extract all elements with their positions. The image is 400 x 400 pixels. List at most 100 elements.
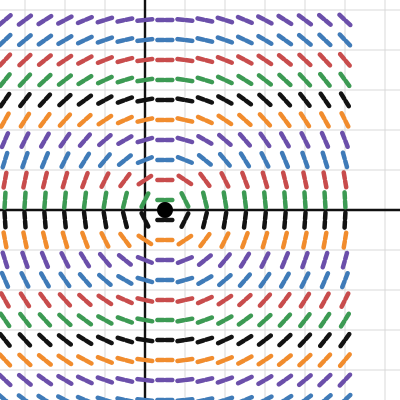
slope-segment [340, 150, 350, 170]
slope-segment [75, 374, 95, 386]
slope-segment [258, 131, 272, 149]
slope-segment [179, 210, 191, 230]
slope-segment [238, 151, 252, 169]
slope-segment [59, 250, 71, 270]
slope-segment [276, 13, 294, 27]
slope-segment [317, 352, 333, 368]
slope-segment [75, 394, 91, 400]
slope-segment [135, 296, 155, 304]
slope-segment [322, 210, 328, 230]
slope-segment [301, 393, 314, 400]
slope-segment [217, 395, 235, 400]
slope-segment [278, 271, 292, 289]
slope-segment [237, 112, 253, 128]
slope-segment [298, 291, 312, 309]
slope-segment [115, 95, 135, 105]
slope-segment [0, 71, 13, 89]
slope-segment [95, 334, 115, 346]
slope-segment [80, 230, 90, 250]
slope-segment [39, 150, 51, 170]
slope-segment [175, 16, 195, 24]
slope-segment [175, 336, 195, 344]
slope-segment [221, 190, 229, 210]
slope-segment [18, 311, 32, 329]
slope-segment [257, 112, 273, 128]
slope-segment [298, 311, 312, 329]
slope-segment [317, 372, 333, 388]
slope-segment [319, 291, 331, 309]
slope-segment [2, 210, 8, 230]
slope-segment [338, 311, 352, 329]
slope-segment [76, 333, 94, 347]
slope-segment [195, 55, 215, 65]
slope-segment [0, 331, 13, 349]
slope-segment [321, 170, 329, 190]
slope-segment [219, 170, 231, 190]
slope-segment [195, 335, 215, 345]
slope-segment [196, 273, 214, 287]
slope-segment [135, 16, 155, 24]
slope-segment [276, 33, 294, 47]
slope-segment [59, 150, 71, 170]
slope-segment [175, 275, 195, 285]
slope-segment [340, 250, 350, 270]
slope-segment [0, 32, 13, 48]
slope-segment [21, 170, 29, 190]
slope-segment [115, 396, 135, 400]
draggable-point[interactable] [157, 202, 173, 218]
slope-segment [338, 91, 352, 109]
slope-segment [135, 356, 155, 364]
slope-segment [261, 190, 269, 210]
slope-segment [256, 73, 274, 87]
slope-segment [317, 71, 333, 89]
slope-segment [238, 251, 252, 269]
slope-segment [215, 35, 235, 45]
slope-segment [38, 111, 52, 129]
slope-segment [216, 113, 234, 127]
slope-segment [175, 296, 195, 304]
slope-segment [195, 16, 215, 24]
slope-segment [95, 54, 115, 66]
slope-segment [179, 190, 191, 210]
slope-segment [135, 275, 155, 285]
slope-segment [338, 331, 352, 349]
slope-segment [259, 150, 271, 170]
slope-segment [196, 253, 214, 267]
slope-segment [280, 230, 290, 250]
slope-segment [300, 250, 310, 270]
points-layer[interactable] [157, 202, 173, 218]
slope-segment [219, 230, 231, 250]
slope-segment [115, 36, 135, 44]
slope-segment [215, 334, 235, 346]
slope-segment [139, 210, 151, 230]
slope-segment [60, 170, 70, 190]
slope-segment [299, 270, 311, 290]
slope-segment [320, 150, 330, 170]
slope-segment [195, 75, 215, 85]
slope-segment [276, 353, 294, 367]
slope-segment [216, 94, 234, 106]
slope-segment [120, 210, 130, 230]
slope-segment [36, 353, 54, 367]
slope-segment [115, 335, 135, 345]
slope-segment [38, 131, 52, 149]
slope-segment [115, 114, 135, 126]
slope-segment [196, 133, 214, 147]
slope-segment [296, 32, 314, 48]
slope-segment [36, 393, 50, 400]
slope-segment [215, 54, 235, 66]
slope-segment [135, 116, 155, 124]
slope-segment [215, 15, 235, 25]
slope-segment [22, 210, 28, 230]
slope-segment [135, 135, 155, 145]
slope-segment [135, 336, 155, 344]
slope-segment [95, 395, 113, 400]
slope-segment [0, 52, 13, 68]
slope-segment [96, 94, 114, 106]
slope-segment [115, 75, 135, 85]
slope-segment [95, 15, 115, 25]
slope-segment [318, 91, 332, 109]
slope-segment [56, 373, 74, 387]
